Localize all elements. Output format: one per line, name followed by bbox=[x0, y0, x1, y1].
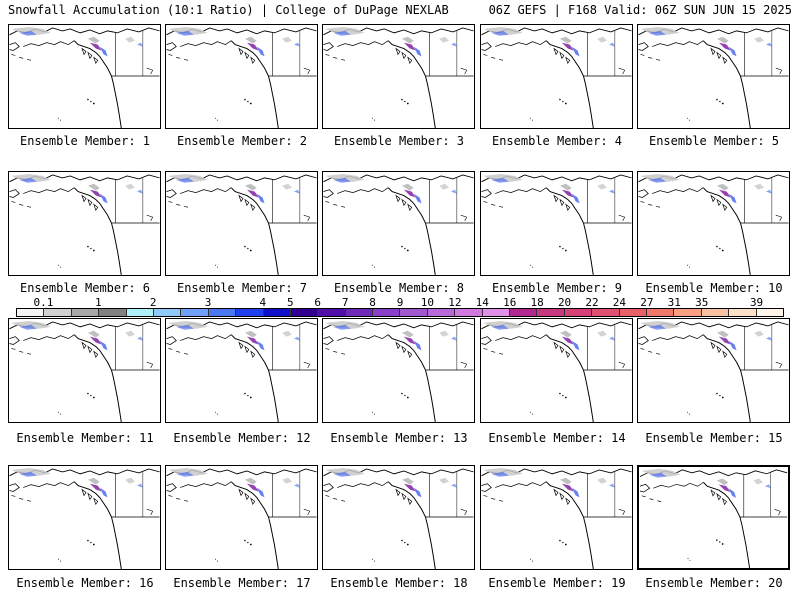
ensemble-map-panel bbox=[322, 318, 475, 423]
legend-swatch bbox=[564, 309, 593, 316]
ensemble-member-caption: Ensemble Member: 5 bbox=[648, 134, 780, 148]
legend-swatch bbox=[373, 309, 401, 316]
legend-tick-label: 12 bbox=[448, 296, 462, 309]
legend-tick-label: 7 bbox=[341, 296, 349, 309]
legend-tick-label: 1 bbox=[94, 296, 102, 309]
legend-swatch bbox=[236, 309, 264, 316]
ensemble-map-panel bbox=[480, 24, 633, 129]
legend-tick-label: 2 bbox=[149, 296, 157, 309]
legend-tick-label: 10 bbox=[420, 296, 435, 309]
legend-swatch bbox=[646, 309, 675, 316]
ensemble-map-panel bbox=[480, 318, 633, 423]
legend-tick-label: 8 bbox=[369, 296, 376, 309]
legend-tick-label: 16 bbox=[503, 296, 517, 309]
legend-swatch bbox=[592, 309, 620, 316]
legend-swatch bbox=[345, 309, 374, 316]
ensemble-member-caption: Ensemble Member: 9 bbox=[491, 281, 623, 295]
legend-swatch bbox=[619, 309, 647, 316]
ensemble-member-caption: Ensemble Member: 13 bbox=[330, 431, 468, 445]
ensemble-map-panel bbox=[637, 171, 790, 276]
ensemble-map-panel bbox=[8, 465, 161, 570]
legend-tick-label: 5 bbox=[286, 296, 294, 309]
ensemble-map-panel bbox=[480, 171, 633, 276]
legend-swatch bbox=[674, 309, 702, 316]
legend-swatch bbox=[208, 309, 237, 316]
ensemble-member-caption: Ensemble Member: 7 bbox=[176, 281, 308, 295]
ensemble-map-panel bbox=[8, 24, 161, 129]
legend-tick-label: 31 bbox=[667, 296, 681, 309]
legend-tick-label: 27 bbox=[640, 296, 654, 309]
legend-swatch bbox=[71, 309, 100, 316]
ensemble-member-caption: Ensemble Member: 4 bbox=[491, 134, 623, 148]
legend-swatch bbox=[455, 309, 483, 316]
legend-swatch bbox=[290, 309, 319, 316]
legend-tick-label: 18 bbox=[530, 296, 544, 309]
legend-swatch bbox=[318, 309, 346, 316]
ensemble-member-caption: Ensemble Member: 11 bbox=[16, 431, 154, 445]
legend-swatch bbox=[701, 309, 730, 316]
ensemble-map-panel bbox=[8, 318, 161, 423]
ensemble-map-panel bbox=[165, 318, 318, 423]
legend-tick-label: 4 bbox=[259, 296, 267, 309]
ensemble-member-caption: Ensemble Member: 1 bbox=[19, 134, 151, 148]
ensemble-map-panel bbox=[8, 171, 161, 276]
legend-swatch bbox=[181, 309, 209, 316]
ensemble-member-caption: Ensemble Member: 19 bbox=[488, 576, 626, 590]
ensemble-member-caption: Ensemble Member: 6 bbox=[19, 281, 151, 295]
legend-swatch bbox=[756, 309, 783, 316]
ensemble-map-panel bbox=[480, 465, 633, 570]
legend-swatch bbox=[44, 309, 72, 316]
run-valid-time: 06Z GEFS | F168 Valid: 06Z SUN JUN 15 20… bbox=[488, 3, 792, 17]
ensemble-member-caption: Ensemble Member: 3 bbox=[333, 134, 465, 148]
legend-swatch bbox=[400, 309, 428, 316]
ensemble-member-caption: Ensemble Member: 10 bbox=[645, 281, 783, 295]
legend-swatch bbox=[510, 309, 538, 316]
ensemble-map-panel bbox=[165, 465, 318, 570]
ensemble-member-caption: Ensemble Member: 15 bbox=[645, 431, 783, 445]
legend-tick-label: 22 bbox=[585, 296, 599, 309]
legend-tick-label: 0.1 bbox=[33, 296, 54, 309]
ensemble-map-panel bbox=[637, 318, 790, 423]
legend-swatch bbox=[482, 309, 511, 316]
ensemble-map-panel bbox=[637, 24, 790, 129]
ensemble-member-caption: Ensemble Member: 17 bbox=[173, 576, 311, 590]
ensemble-member-caption: Ensemble Member: 20 bbox=[645, 576, 783, 590]
ensemble-map-panel bbox=[322, 465, 475, 570]
legend-tick-label: 24 bbox=[612, 296, 627, 309]
legend-tick-label: 14 bbox=[475, 296, 489, 309]
chart-title: Snowfall Accumulation (10:1 Ratio) | Col… bbox=[8, 3, 449, 17]
ensemble-map-panel bbox=[322, 171, 475, 276]
legend-tick-label: 20 bbox=[557, 296, 572, 309]
legend-tick-label: 6 bbox=[314, 296, 322, 309]
ensemble-member-caption: Ensemble Member: 14 bbox=[488, 431, 626, 445]
legend-swatch bbox=[263, 309, 291, 316]
legend-swatch bbox=[729, 309, 757, 316]
legend-swatch bbox=[537, 309, 565, 316]
ensemble-map-panel bbox=[165, 171, 318, 276]
legend-swatch bbox=[427, 309, 456, 316]
snowfall-color-legend bbox=[16, 308, 784, 317]
legend-tick-label: 35 bbox=[695, 296, 709, 309]
legend-swatch bbox=[126, 309, 154, 316]
legend-tick-label: 3 bbox=[204, 296, 212, 309]
legend-tick-labels: 0.1 1 2 3 4 5 6 7 8 9 10 12 14 16 18 20 22 24 27 31 35 39 bbox=[16, 296, 784, 309]
ensemble-member-caption: Ensemble Member: 8 bbox=[333, 281, 465, 295]
legend-tick-label: 9 bbox=[396, 296, 404, 309]
legend-swatch bbox=[17, 309, 45, 316]
legend-swatch bbox=[153, 309, 182, 316]
ensemble-map-panel bbox=[165, 24, 318, 129]
ensemble-map-panel bbox=[322, 24, 475, 129]
ensemble-member-caption: Ensemble Member: 18 bbox=[330, 576, 468, 590]
ensemble-member-caption: Ensemble Member: 16 bbox=[16, 576, 154, 590]
legend-swatch bbox=[99, 309, 127, 316]
ensemble-member-caption: Ensemble Member: 12 bbox=[173, 431, 311, 445]
legend-tick-label: 39 bbox=[749, 296, 764, 309]
ensemble-map-panel bbox=[637, 465, 790, 570]
ensemble-member-caption: Ensemble Member: 2 bbox=[176, 134, 308, 148]
